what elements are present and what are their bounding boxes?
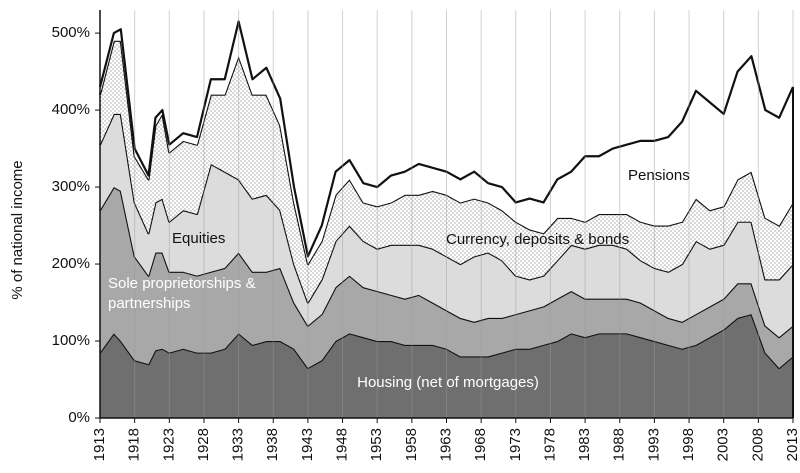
x-tick-label: 1993 [645, 428, 662, 461]
area [100, 113, 793, 338]
x-tick-label: 1953 [368, 428, 385, 461]
x-tick-label: 1978 [541, 428, 558, 461]
series-label: Equities [172, 230, 225, 247]
series-label: Sole proprietorships & partnerships [108, 275, 256, 312]
y-tick-label: 0% [68, 409, 90, 426]
x-tick-label: 1968 [472, 428, 489, 461]
area [100, 187, 793, 368]
x-tick-label: 1943 [299, 428, 316, 461]
x-tick-label: 1998 [680, 428, 697, 461]
area [100, 314, 793, 418]
area [100, 40, 793, 303]
x-tick-label: 2008 [749, 428, 766, 461]
y-tick-label: 100% [52, 332, 90, 349]
series-label: Housing (net of mortgages) [357, 374, 539, 391]
x-tick-label: 1973 [507, 428, 524, 461]
y-tick-label: 500% [52, 24, 90, 41]
series-label: Pensions [628, 167, 690, 184]
y-tick-label: 400% [52, 101, 90, 118]
area-edge [98, 112, 794, 304]
x-tick-label: 1933 [230, 428, 247, 461]
x-tick-label: 2013 [784, 428, 800, 461]
x-tick-label: 1958 [403, 428, 420, 461]
x-tick-label: 1988 [611, 428, 628, 461]
series-label: Currency, deposits & bonds [446, 231, 629, 248]
x-tick-label: 1928 [195, 428, 212, 461]
x-tick-label: 1948 [334, 428, 351, 461]
x-tick-label: 1963 [437, 428, 454, 461]
x-tick-label: 1913 [91, 428, 108, 461]
x-tick-label: 1923 [160, 428, 177, 461]
series-label-box: Sole proprietorships & partnerships [108, 275, 256, 312]
area [100, 21, 793, 265]
x-tick-label: 1918 [126, 428, 143, 461]
x-tick-label: 1938 [264, 428, 281, 461]
y-tick-label: 200% [52, 255, 90, 272]
area-edge [98, 20, 795, 258]
y-axis-label: % of national income [9, 160, 26, 299]
y-tick-label: 300% [52, 178, 90, 195]
x-tick-label: 2003 [715, 428, 732, 461]
x-tick-label: 1983 [576, 428, 593, 461]
